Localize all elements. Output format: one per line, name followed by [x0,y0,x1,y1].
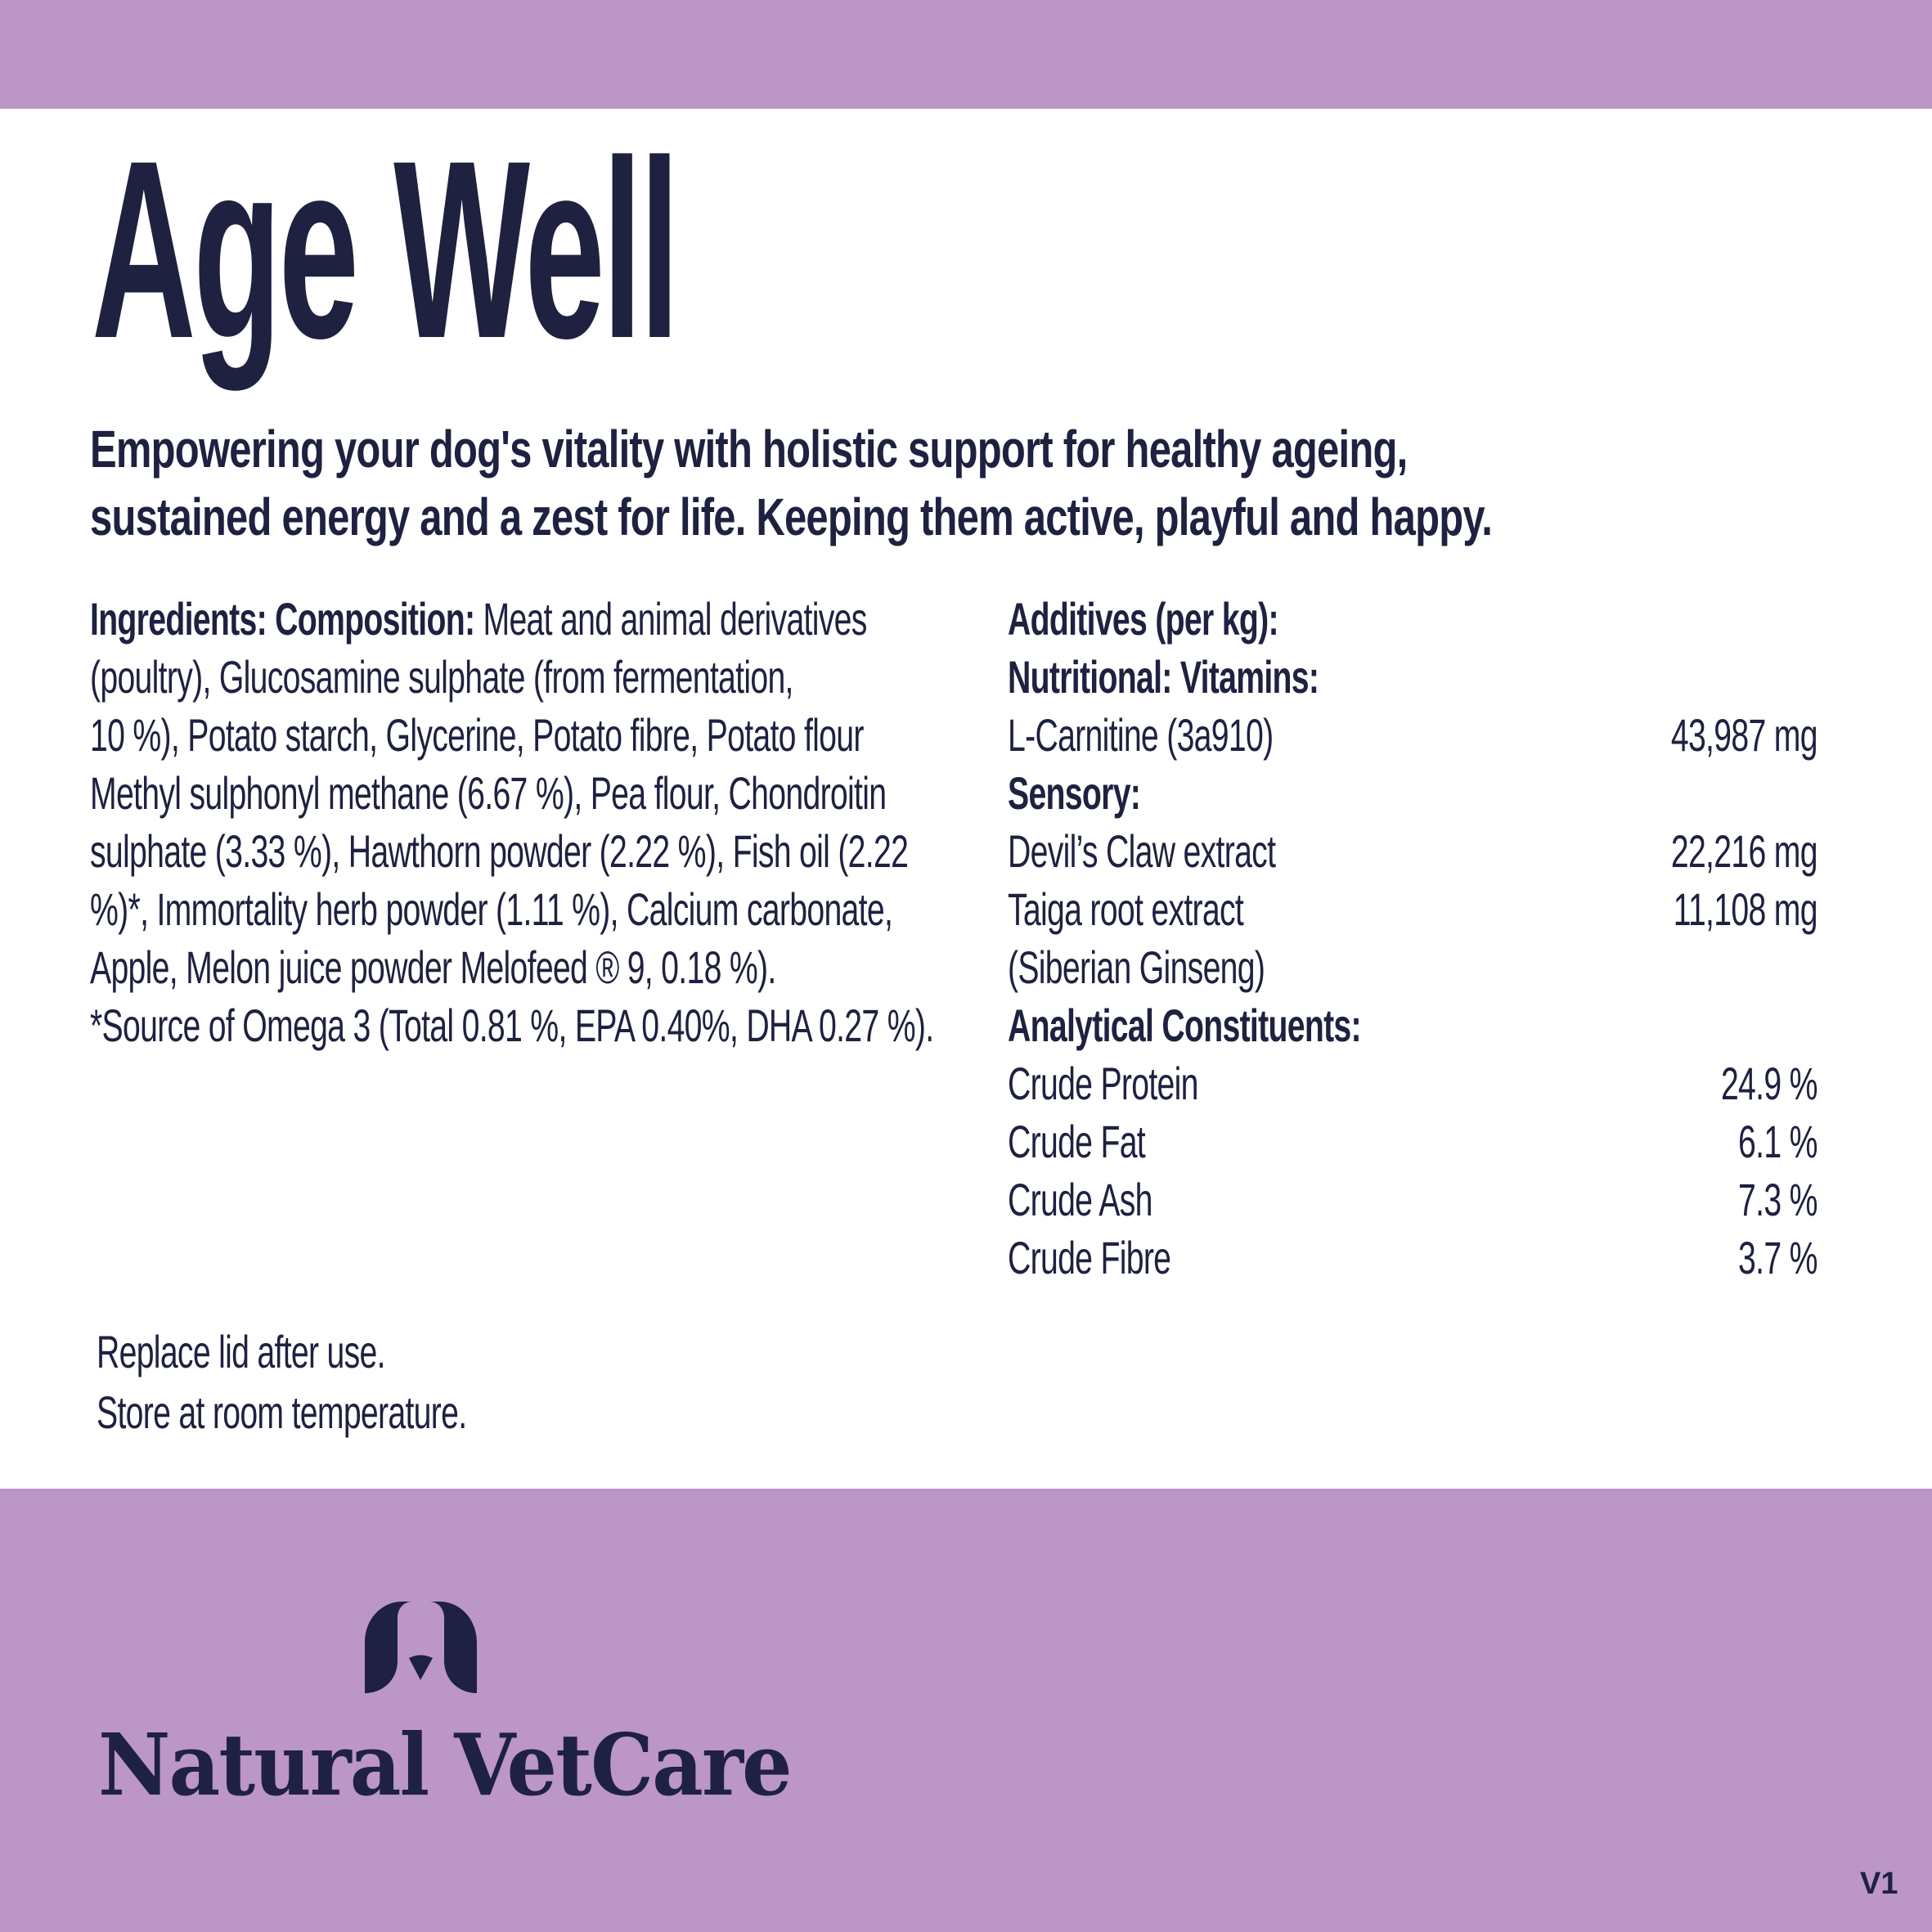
additive-name: (Siberian Ginseng) [1008,941,1265,993]
ingredients-line: sulphate (3.33 %), Hawthorn powder (2.22… [90,825,909,877]
version-label: V1 [1860,1867,1898,1901]
additive-value: 3.7 % [1738,1232,1817,1283]
section-heading: Additives (per kg): [1008,593,1279,645]
additive-row: (Siberian Ginseng) [1008,938,1817,996]
additives-table: Additives (per kg): Nutritional: Vitamins… [1008,590,1818,1287]
additive-name: Devil’s Claw extract [1008,825,1276,877]
care-line: Replace lid after use. [97,1326,386,1377]
additive-value: 7.3 % [1738,1174,1817,1225]
ingredients-line: Methyl sulphonyl methane (6.67 %), Pea f… [90,767,887,819]
ingredients-block: Ingredients: Composition: Meat and anima… [90,590,934,1054]
ingredients-line: *Source of Omega 3 (Total 0.81 %, EPA 0.… [90,1000,934,1051]
product-subtitle: Empowering your dog's vitality with holi… [90,416,1493,551]
additive-name: Crude Protein [1008,1058,1198,1109]
additive-value: 6.1 % [1738,1116,1817,1167]
additive-value: 43,987 mg [1670,709,1818,761]
care-line: Store at room temperature. [97,1386,467,1438]
ingredients-text: Meat and animal derivatives [474,593,867,645]
additive-row: Taiga root extract 11,108 mg [1008,880,1818,938]
bottom-color-band [0,1489,1932,1932]
product-title: Age Well [92,107,680,391]
additive-row: Crude Fat 6.1 % [1008,1112,1818,1170]
additive-name: L-Carnitine (3a910) [1008,709,1274,761]
additives-heading: Nutritional: Vitamins: [1008,648,1817,706]
care-instructions: Replace lid after use. Store at room tem… [97,1322,467,1443]
section-heading: Sensory: [1008,767,1141,819]
additive-value: 11,108 mg [1673,883,1818,935]
subtitle-line: Empowering your dog's vitality with holi… [90,420,1408,479]
additive-name: Taiga root extract [1008,883,1244,935]
brand-name: Natural VetCare [98,1714,793,1815]
additive-row: Crude Fibre 3.7 % [1008,1229,1818,1287]
section-heading: Nutritional: Vitamins: [1008,651,1319,703]
ingredients-line: %)*, Immortality herb powder (1.11 %), C… [90,883,893,935]
ingredients-line: (poultry), Glucosamine sulphate (from fe… [90,651,793,703]
additive-row: Crude Ash 7.3 % [1008,1170,1818,1229]
ingredients-line: Apple, Melon juice powder Melofeed ® 9, … [90,941,776,993]
additive-value: 24.9 % [1720,1058,1818,1109]
additives-heading: Sensory: [1008,764,1817,822]
ingredients-line: 10 %), Potato starch, Glycerine, Potato … [90,709,864,761]
additive-name: Crude Ash [1008,1174,1152,1225]
additive-row: Crude Protein 24.9 % [1008,1054,1818,1112]
additive-row: L-Carnitine (3a910) 43,987 mg [1008,706,1817,764]
ingredients-line: Ingredients: Composition: Meat and anima… [90,590,933,648]
additive-name: Crude Fibre [1008,1232,1171,1283]
ingredients-label: Ingredients: Composition: [90,593,475,645]
additive-name: Crude Fat [1008,1116,1146,1167]
section-heading: Analytical Constituents: [1008,1000,1362,1051]
additives-heading: Analytical Constituents: [1008,996,1817,1054]
additive-row: Devil’s Claw extract 22,216 mg [1008,822,1817,880]
dog-ears-logo-icon [365,1602,477,1693]
top-color-band [0,0,1932,109]
additives-heading: Additives (per kg): [1008,590,1817,648]
subtitle-line: sustained energy and a zest for life. Ke… [90,487,1493,546]
additive-value: 22,216 mg [1670,825,1818,877]
